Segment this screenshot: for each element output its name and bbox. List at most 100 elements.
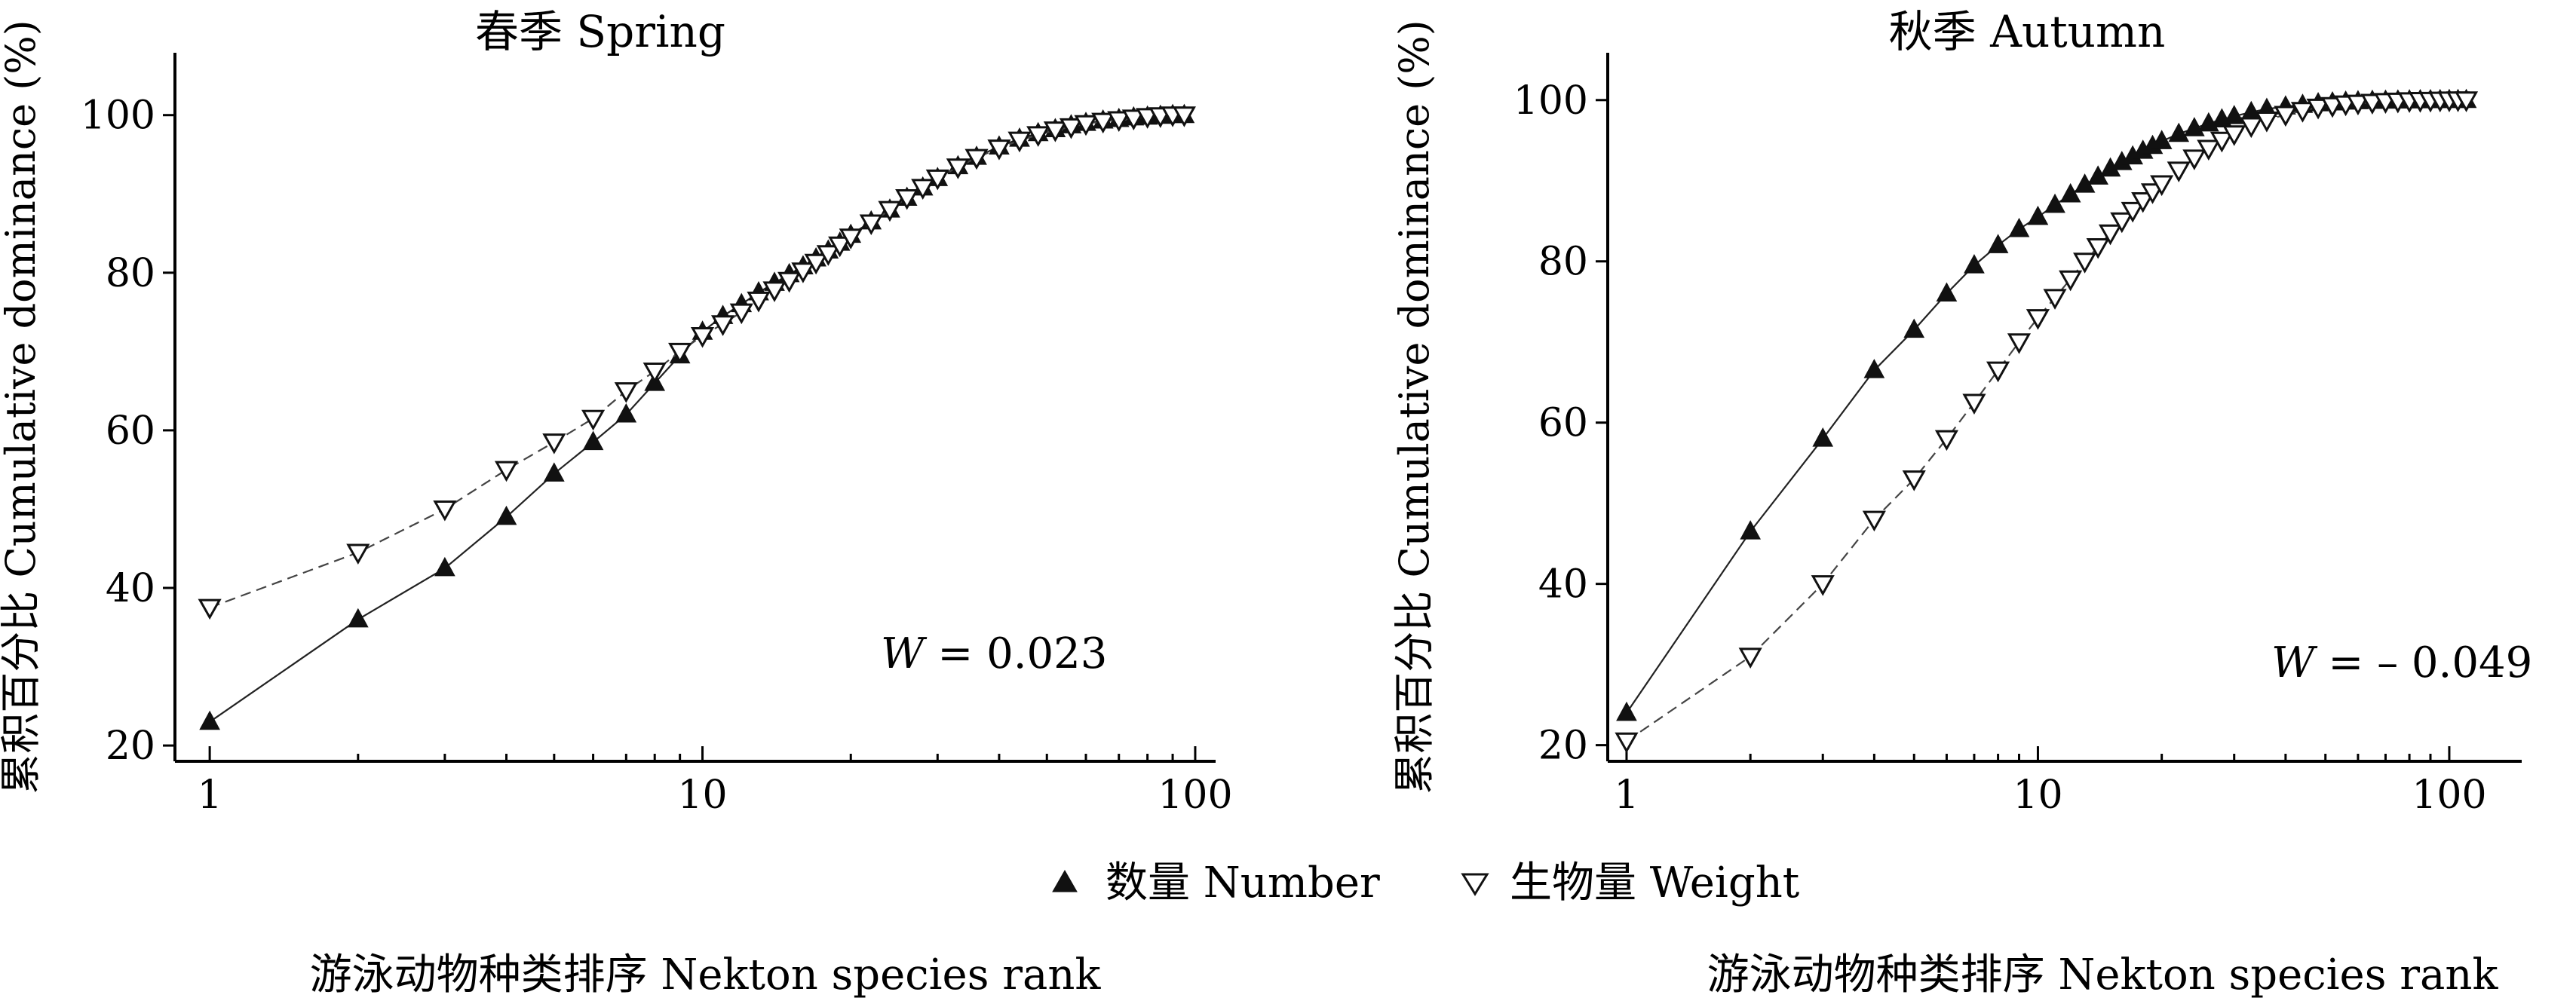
autumn-weight-point: [2043, 289, 2067, 310]
spring-weight-point: [729, 303, 753, 325]
autumn-weight-point: [2306, 98, 2330, 120]
spring-weight-point: [839, 228, 863, 249]
spring-y-tick-label: 60: [106, 409, 155, 454]
autumn-number-point: [1740, 520, 1762, 540]
spring-weight-point: [1059, 118, 1083, 139]
spring-weight-point: [987, 139, 1011, 161]
autumn-number-point: [1616, 701, 1637, 721]
spring-weight-point: [816, 245, 840, 266]
spring-weight-point: [895, 189, 919, 210]
autumn-number-point: [2044, 193, 2065, 213]
autumn-number-point: [2008, 217, 2030, 237]
autumn-weight-point: [1934, 430, 1959, 451]
autumn-weight-point: [2121, 201, 2145, 223]
autumn-weight-point: [2197, 139, 2221, 161]
spring-weight-point: [668, 342, 692, 364]
autumn-w-annotation: W = – 0.049: [2271, 638, 2532, 687]
spring-weight-point: [198, 598, 222, 620]
autumn-weight-point: [2059, 270, 2083, 292]
autumn-weight-point: [1962, 393, 1986, 415]
autumn-number-point: [1987, 234, 2009, 253]
spring-y-axis-label: 累积百分比 Cumulative dominance (%): [0, 20, 44, 794]
spring-weight-point: [1121, 109, 1145, 130]
autumn-number-point: [2168, 122, 2190, 142]
spring-number-point: [495, 505, 517, 525]
spring-number-point: [199, 710, 220, 730]
spring-weight-point: [1172, 106, 1196, 127]
autumn-weight-point: [2007, 333, 2032, 354]
spring-weight-point: [542, 433, 566, 455]
spring-weight-point: [1007, 131, 1032, 153]
spring-w-value: = 0.023: [925, 629, 1108, 678]
spring-weight-point: [804, 253, 828, 275]
spring-weight-point: [1091, 112, 1115, 134]
autumn-weight-point: [2026, 309, 2050, 330]
spring-plot-area: 20 40 60 80 100 1 10 100: [81, 53, 1233, 818]
spring-x-tick-label: 100: [1158, 773, 1232, 818]
autumn-weight-point: [2239, 117, 2263, 139]
spring-weight-point: [690, 326, 715, 348]
spring-weight-point: [433, 500, 457, 522]
spring-weight-point: [1043, 121, 1067, 142]
spring-weight-point: [1107, 111, 1131, 133]
autumn-weight-point: [2086, 237, 2110, 259]
autumn-weight-point: [1986, 361, 2010, 383]
autumn-number-point: [1863, 359, 1885, 378]
autumn-series-line-number: [1626, 99, 2467, 714]
autumn-number-point: [1903, 318, 1925, 338]
autumn-y-axis-label: 累积百分比 Cumulative dominance (%): [1391, 20, 1438, 794]
autumn-weight-point: [2140, 183, 2165, 204]
spring-weight-point: [791, 262, 815, 283]
legend-number-label: 数量 Number: [1106, 859, 1380, 908]
spring-weight-point: [878, 200, 902, 222]
autumn-weight-point: [2182, 149, 2206, 170]
spring-number-point: [543, 462, 565, 482]
autumn-number-point: [1936, 282, 1958, 302]
spring-y-tick-label: 80: [106, 251, 155, 296]
autumn-weight-point: [2360, 93, 2384, 115]
legend: 数量 Number 生物量 Weight: [1052, 859, 1800, 908]
autumn-weight-point: [1902, 470, 1926, 491]
autumn-x-tick-label: 100: [2412, 773, 2486, 818]
autumn-plot-area: 20 40 60 80 100 1 10 100: [1513, 53, 2522, 818]
spring-weight-point: [1074, 115, 1098, 136]
autumn-y-tick-label: 100: [1513, 78, 1588, 124]
spring-weight-point: [346, 543, 370, 565]
autumn-number-point: [1812, 427, 1834, 447]
autumn-y-tick-label: 20: [1538, 724, 1588, 769]
autumn-weight-point: [2274, 106, 2298, 127]
autumn-weight-point: [2131, 192, 2155, 213]
autumn-x-tick-label: 10: [2013, 773, 2062, 818]
spring-x-tick-label: 10: [677, 773, 727, 818]
autumn-weight-point: [2346, 94, 2370, 116]
autumn-number-point: [2151, 130, 2173, 149]
spring-y-tick-label: 20: [106, 724, 155, 769]
autumn-w-symbol: W: [2271, 638, 2318, 687]
spring-series-line-weight: [209, 114, 1185, 609]
spring-weight-point: [859, 214, 883, 236]
spring-weight-point: [581, 409, 606, 431]
spring-weight-point: [777, 271, 802, 293]
spring-number-point: [615, 403, 637, 423]
autumn-weight-point: [2320, 96, 2344, 118]
autumn-weight-point: [1615, 732, 1639, 754]
spring-weight-point: [925, 169, 949, 191]
autumn-weight-point: [1738, 647, 1762, 669]
spring-weight-point: [711, 315, 735, 336]
autumn-weight-point: [2454, 91, 2479, 112]
autumn-weight-point: [2073, 253, 2097, 274]
autumn-number-point: [2027, 205, 2049, 225]
autumn-weight-point: [2255, 112, 2279, 133]
autumn-weight-point: [2210, 131, 2234, 153]
spring-weight-point: [642, 363, 667, 384]
spring-weight-point: [762, 281, 787, 302]
spring-panel: 春季 Spring 累积百分比 Cumulative dominance (%)…: [0, 6, 1233, 999]
autumn-w-value: = – 0.049: [2315, 638, 2533, 687]
spring-y-tick-label: 100: [81, 93, 155, 139]
spring-weight-point: [828, 236, 852, 258]
spring-x-axis-label: 游泳动物种类排序 Nekton species rank: [310, 950, 1102, 999]
spring-weight-point: [1026, 126, 1050, 147]
spring-number-point: [434, 556, 455, 577]
spring-x-tick-label: 1: [198, 773, 222, 818]
